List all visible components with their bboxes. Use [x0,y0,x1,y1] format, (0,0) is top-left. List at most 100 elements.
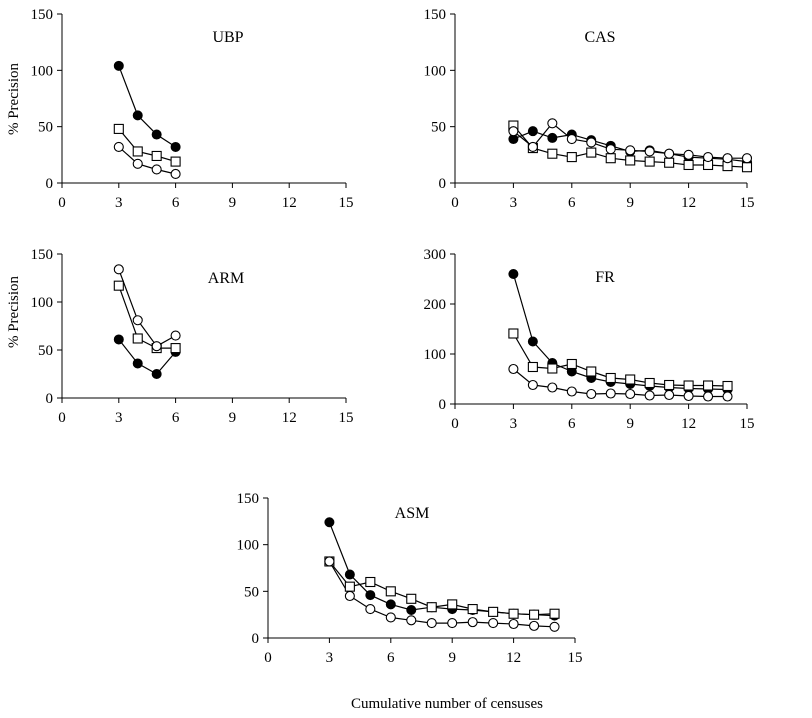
chart-panel-ubp: 0 50 100 150 0 3 6 9 12 15 UBP % Precision [6,7,354,211]
data-point-square [170,156,181,167]
y-tick-label: 50 [38,120,53,136]
data-point-square [113,280,124,291]
data-point-open [566,386,577,397]
figure-xlabel: Cumulative number of censuses [351,696,543,712]
data-point-open [132,158,143,169]
data-point-open [683,390,694,402]
x-tick-label: 15 [568,650,583,666]
data-point-open [467,617,478,628]
x-tick-label: 9 [626,195,634,211]
data-point-open [664,389,675,401]
panel-title: ARM [208,270,244,287]
data-point-square [566,358,577,370]
data-point-filled [547,132,558,143]
series-line-open-square [118,128,176,163]
data-point-square [664,379,675,391]
x-tick-label: 3 [326,650,334,666]
x-tick-label: 0 [264,650,272,666]
y-tick-label: 0 [46,391,54,407]
y-tick-label: 100 [237,538,260,554]
data-point-filled [385,599,396,610]
x-tick-label: 0 [58,195,66,211]
series-line-filled-circle [118,339,177,375]
data-point-open [586,388,597,400]
data-point-open [527,379,538,391]
data-point-square [625,374,636,385]
chart-panel-asm: 0 50 100 150 0 3 6 9 12 15 ASM [237,491,583,666]
x-tick-label: 9 [229,195,237,211]
y-tick-label: 100 [31,63,54,79]
data-point-square [722,380,733,392]
data-point-open [151,164,162,175]
data-point-filled [113,60,124,71]
data-point-open [170,330,181,341]
data-point-square [488,606,499,617]
x-tick-label: 6 [387,650,395,666]
data-point-square [132,146,143,157]
data-point-open [365,604,376,615]
x-tick-label: 0 [451,416,459,432]
data-point-square [529,609,540,620]
panel-title: UBP [212,29,243,46]
data-point-open [605,144,616,155]
x-tick-label: 15 [740,195,755,211]
data-point-filled [344,569,355,580]
data-point-open [527,141,538,152]
data-point-square [365,576,376,588]
x-tick-label: 6 [172,195,180,211]
y-tick-label: 0 [252,631,260,647]
data-point-square [586,147,597,158]
data-point-square [703,380,714,391]
x-tick-label: 6 [568,416,576,432]
data-point-square [132,333,143,344]
panel-title: ASM [395,505,430,522]
y-tick-label: 100 [424,347,447,363]
data-point-square [547,148,558,159]
data-point-open [586,137,597,148]
data-point-square [508,608,519,619]
x-tick-label: 15 [339,410,354,426]
data-point-open [549,621,560,632]
data-point-open [406,615,417,626]
data-point-open [644,390,655,401]
series-line-open-square [118,285,176,349]
x-tick-label: 0 [451,195,459,211]
data-point-square [547,363,558,374]
data-point-square [586,366,597,377]
data-point-open [664,148,675,159]
data-point-open [644,146,655,157]
data-point-open [508,363,519,375]
x-tick-label: 6 [172,410,180,426]
data-point-filled [132,110,143,121]
x-tick-label: 9 [448,650,456,666]
x-tick-label: 12 [506,650,521,666]
data-point-open [547,382,558,393]
data-point-filled [324,517,335,528]
data-point-open [324,556,335,567]
x-tick-label: 15 [740,416,755,432]
data-point-open [722,153,733,164]
data-point-open [508,618,519,630]
y-tick-label: 100 [31,295,54,311]
x-tick-label: 9 [229,410,237,426]
data-point-square [508,328,519,339]
series-line-open-circle [328,561,555,628]
y-axis-label: % Precision [6,62,22,135]
panel-title: FR [595,269,615,286]
y-tick-label: 100 [424,63,447,79]
y-tick-label: 150 [31,7,54,23]
data-point-square [625,155,636,166]
y-tick-label: 150 [424,7,447,23]
data-point-square [527,361,538,373]
data-point-open [703,152,714,163]
chart-panel-cas: 0 50 100 150 0 3 6 9 12 15 CAS [424,7,755,211]
series-line-filled-circle [512,273,728,391]
data-point-square [644,377,655,389]
y-tick-label: 200 [424,297,447,313]
data-point-open [426,618,437,629]
data-point-filled [527,126,538,137]
y-tick-label: 0 [439,397,447,413]
x-tick-label: 3 [510,195,518,211]
panel-title: CAS [584,29,615,46]
data-point-square [385,586,396,597]
